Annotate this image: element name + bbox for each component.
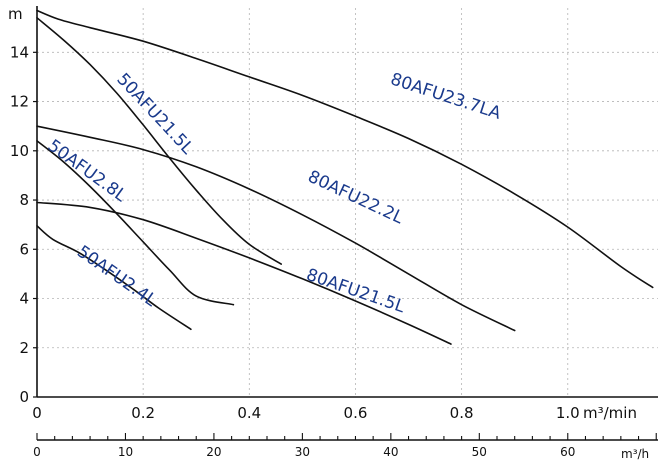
x-axis-unit: m³/min <box>583 404 637 422</box>
series-label-50afu2-4l: 50AFU2.4L <box>73 242 160 311</box>
curve-50afu21-5l <box>36 17 282 265</box>
curve-50afu2-8l <box>36 140 235 306</box>
y-tick-label: 0 <box>19 388 29 406</box>
axes <box>36 6 658 441</box>
x-tick-label: 0.4 <box>237 404 261 422</box>
curve-80afu23-7la <box>36 9 654 289</box>
y-tick-label: 14 <box>10 43 29 61</box>
series-curves <box>36 9 654 345</box>
y-axis-unit: m <box>8 5 23 23</box>
x-tick-label: 0 <box>32 404 42 422</box>
x-tick-label: 0.2 <box>131 404 155 422</box>
x2-tick-label: 10 <box>118 445 133 459</box>
secondary-x-ticks: 0 10 20 30 40 50 60 <box>33 433 657 459</box>
curve-50afu2-4l <box>36 225 192 331</box>
y-tick-label: 2 <box>19 339 29 357</box>
curve-80afu22-2l <box>36 125 516 332</box>
series-label-80afu23-7la: 80AFU23.7LA <box>388 69 504 124</box>
y-tick-label: 10 <box>10 142 29 160</box>
grid-lines <box>37 8 658 397</box>
x2-tick-label: 0 <box>33 445 41 459</box>
y-tick-label: 4 <box>19 290 29 308</box>
x-tick-label: 0.8 <box>450 404 474 422</box>
series-label-50afu2-8l: 50AFU2.8L <box>44 136 131 207</box>
x-tick-label: 1.0 <box>556 404 580 422</box>
y-tick-label: 6 <box>19 240 29 258</box>
x-tick-labels: 0 0.2 0.4 0.6 0.8 1.0 <box>32 404 579 422</box>
x2-tick-label: 50 <box>472 445 487 459</box>
y-tick-labels: 0 2 4 6 8 10 12 14 <box>10 43 37 406</box>
series-labels: 80AFU23.7LA50AFU21.5L80AFU22.2L50AFU2.8L… <box>44 69 504 317</box>
x2-tick-label: 20 <box>206 445 221 459</box>
x2-tick-label: 40 <box>383 445 398 459</box>
secondary-x-axis-unit: m³/h <box>621 447 649 461</box>
y-tick-label: 12 <box>10 93 29 111</box>
y-tick-label: 8 <box>19 191 29 209</box>
x2-tick-label: 60 <box>560 445 575 459</box>
x-tick-label: 0.6 <box>344 404 368 422</box>
curve-80afu21-5l <box>36 201 452 345</box>
x2-tick-label: 30 <box>295 445 310 459</box>
